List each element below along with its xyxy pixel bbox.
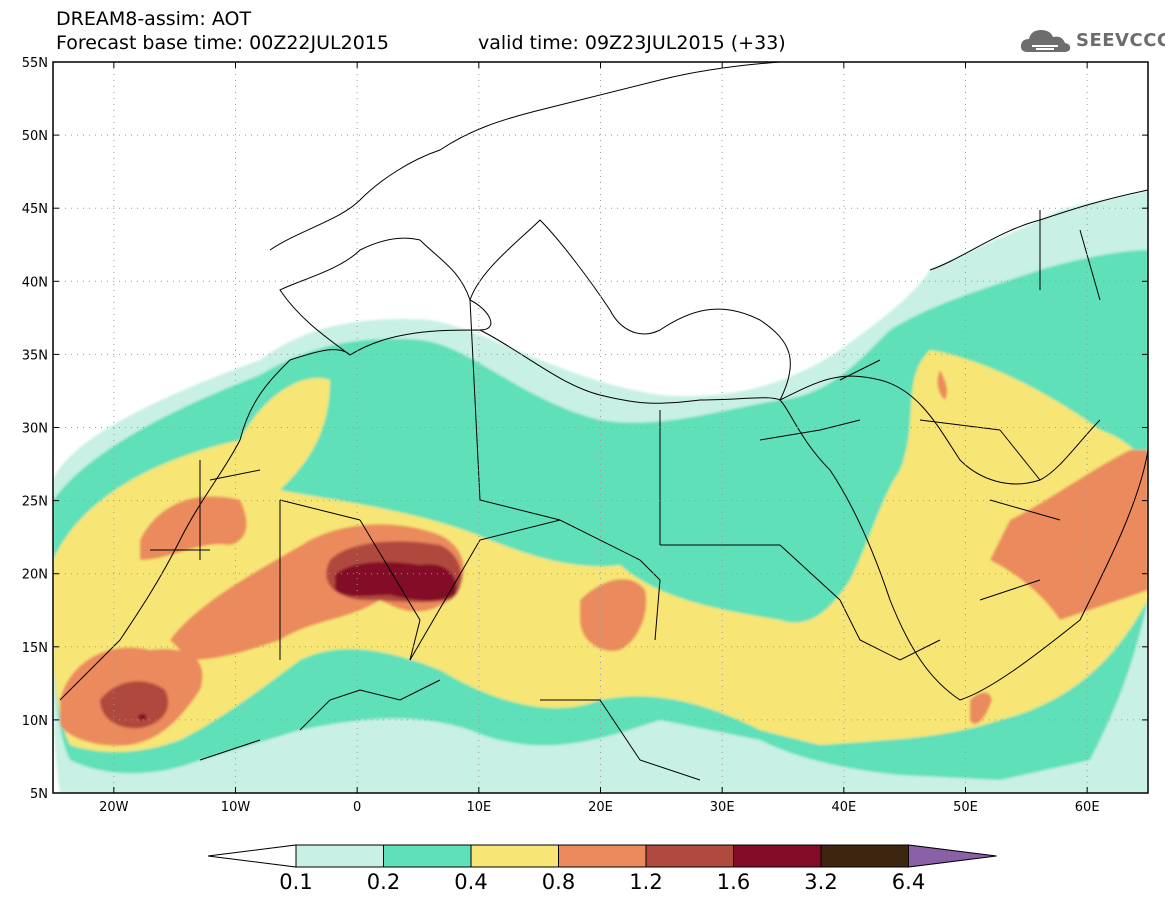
lon-label: 20E (588, 800, 613, 815)
lat-label: 15N (22, 641, 48, 656)
aot-level-0.8 (970, 692, 992, 724)
lat-label: 10N (22, 714, 48, 729)
lat-label: 35N (22, 348, 48, 363)
lon-label: 0 (353, 800, 361, 815)
colorbar-swatch (820, 844, 909, 868)
lon-label: 50E (953, 800, 978, 815)
colorbar-arrow-low (207, 844, 297, 868)
colorbar-label: 0.1 (279, 870, 312, 894)
logo-text: SEEVCCC (1076, 30, 1165, 51)
colorbar-label: 3.2 (804, 870, 837, 894)
map-title: DREAM8-assim: AOT (56, 8, 252, 30)
lat-label: 55N (22, 56, 48, 71)
lon-label: 30E (710, 800, 735, 815)
colorbar-labels: 0.1 0.2 0.4 0.8 1.2 1.6 3.2 6.4 (279, 870, 925, 894)
aot-level-1.2 (100, 681, 169, 729)
lat-label: 20N (22, 568, 48, 583)
colorbar-swatch (295, 844, 384, 868)
lat-label: 40N (22, 275, 48, 290)
lat-label: 50N (22, 129, 48, 144)
lon-label: 40E (831, 800, 856, 815)
borders (59, 62, 1148, 781)
colorbar-label: 1.2 (629, 870, 662, 894)
aot-field (53, 62, 1148, 793)
lon-label: 60E (1075, 800, 1100, 815)
lon-label: 20W (99, 800, 129, 815)
aot-level-0.8 (990, 450, 1148, 620)
colorbar-label: 1.6 (717, 870, 750, 894)
aot-level-0.8 (140, 496, 247, 560)
colorbar-label: 0.4 (454, 870, 487, 894)
colorbar-swatch (470, 844, 559, 868)
colorbar-label: 0.2 (367, 870, 400, 894)
aot-level-0.4 (53, 350, 1148, 752)
lon-label: 10W (221, 800, 251, 815)
valid-time: valid time: 09Z23JUL2015 (+33) (478, 32, 786, 54)
aot-level-1.6 (335, 562, 457, 601)
colorbar-swatch (383, 844, 472, 868)
axis-ticks (53, 61, 1148, 794)
lon-label: 10E (466, 800, 491, 815)
colorbar-label: 6.4 (892, 870, 925, 894)
colorbar-swatch (558, 844, 647, 868)
gridlines (53, 62, 1148, 793)
colorbar-swatch (645, 844, 734, 868)
lon-labels: 20W 10W 0 10E 20E 30E 40E 50E 60E (99, 800, 1099, 815)
lat-labels: 55N 50N 45N 40N 35N 30N 25N 20N 15N 10N 5N (22, 56, 48, 802)
colorbar-arrow-high (908, 844, 997, 868)
aot-level-0.8 (937, 370, 948, 400)
lat-label: 45N (22, 202, 48, 217)
cloud-icon (1020, 30, 1071, 52)
colorbar (207, 844, 997, 868)
colorbar-label: 0.8 (542, 870, 575, 894)
forecast-base-time: Forecast base time: 00Z22JUL2015 (56, 32, 389, 54)
colorbar-swatch (733, 844, 822, 868)
aot-level-1.6 (138, 713, 147, 720)
lat-label: 25N (22, 495, 48, 510)
seevccc-logo: SEEVCCC (1018, 24, 1165, 58)
lat-label: 30N (22, 422, 48, 437)
lat-label: 5N (30, 787, 48, 802)
aot-level-0.8 (580, 579, 647, 651)
